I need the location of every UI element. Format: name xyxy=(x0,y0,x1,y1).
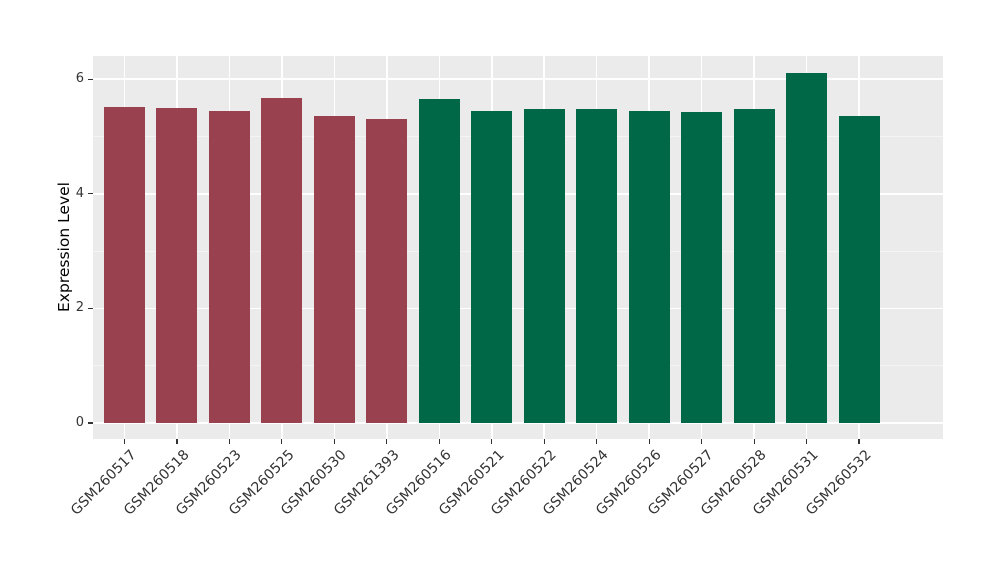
x-tick-mark xyxy=(648,439,650,444)
x-tick-mark xyxy=(701,439,703,444)
bar-GSM260524 xyxy=(576,109,618,423)
x-tick-mark xyxy=(123,439,126,444)
y-tick-mark xyxy=(88,193,93,195)
bar-GSM260531 xyxy=(786,73,828,423)
bar-GSM260523 xyxy=(208,110,250,423)
x-tick-mark xyxy=(438,439,440,444)
x-tick-mark xyxy=(805,439,808,444)
gridline-major-y xyxy=(93,193,943,195)
bar-GSM260532 xyxy=(838,116,880,423)
bar-GSM260530 xyxy=(313,116,355,423)
plot-panel xyxy=(93,56,943,439)
bar-GSM260527 xyxy=(681,112,723,423)
y-tick-label: 2 xyxy=(75,300,84,316)
gridline-major-y xyxy=(93,78,943,80)
y-tick-label: 4 xyxy=(75,185,84,201)
bar-GSM260528 xyxy=(733,109,775,423)
x-tick-mark xyxy=(543,439,545,444)
gridline-minor-y xyxy=(93,136,943,137)
y-tick-mark xyxy=(88,78,93,80)
x-tick-mark xyxy=(491,439,493,444)
bar-GSM260525 xyxy=(261,97,303,423)
y-tick-mark xyxy=(88,307,93,309)
x-tick-mark xyxy=(333,439,335,444)
gridline-minor-y xyxy=(93,365,943,367)
bar-GSM260518 xyxy=(156,107,198,423)
y-tick-mark xyxy=(88,422,93,424)
x-tick-mark xyxy=(596,439,598,444)
y-tick-label: 6 xyxy=(75,71,84,87)
x-tick-mark xyxy=(176,439,178,444)
gridline-major-y xyxy=(93,307,943,310)
bar-GSM261393 xyxy=(366,119,408,423)
x-tick-mark xyxy=(753,439,755,444)
gridline-minor-y xyxy=(93,250,943,252)
bar-GSM260526 xyxy=(628,110,670,423)
bar-GSM260517 xyxy=(103,106,145,423)
bar-GSM260516 xyxy=(418,98,460,423)
x-tick-mark xyxy=(858,439,860,444)
gridline-major-y xyxy=(93,422,943,424)
x-tick-mark xyxy=(281,439,283,444)
x-tick-mark xyxy=(386,439,388,444)
bar-GSM260522 xyxy=(523,109,565,423)
y-tick-label: 0 xyxy=(75,415,84,430)
bar-GSM260521 xyxy=(471,110,513,423)
x-tick-mark xyxy=(228,439,230,444)
